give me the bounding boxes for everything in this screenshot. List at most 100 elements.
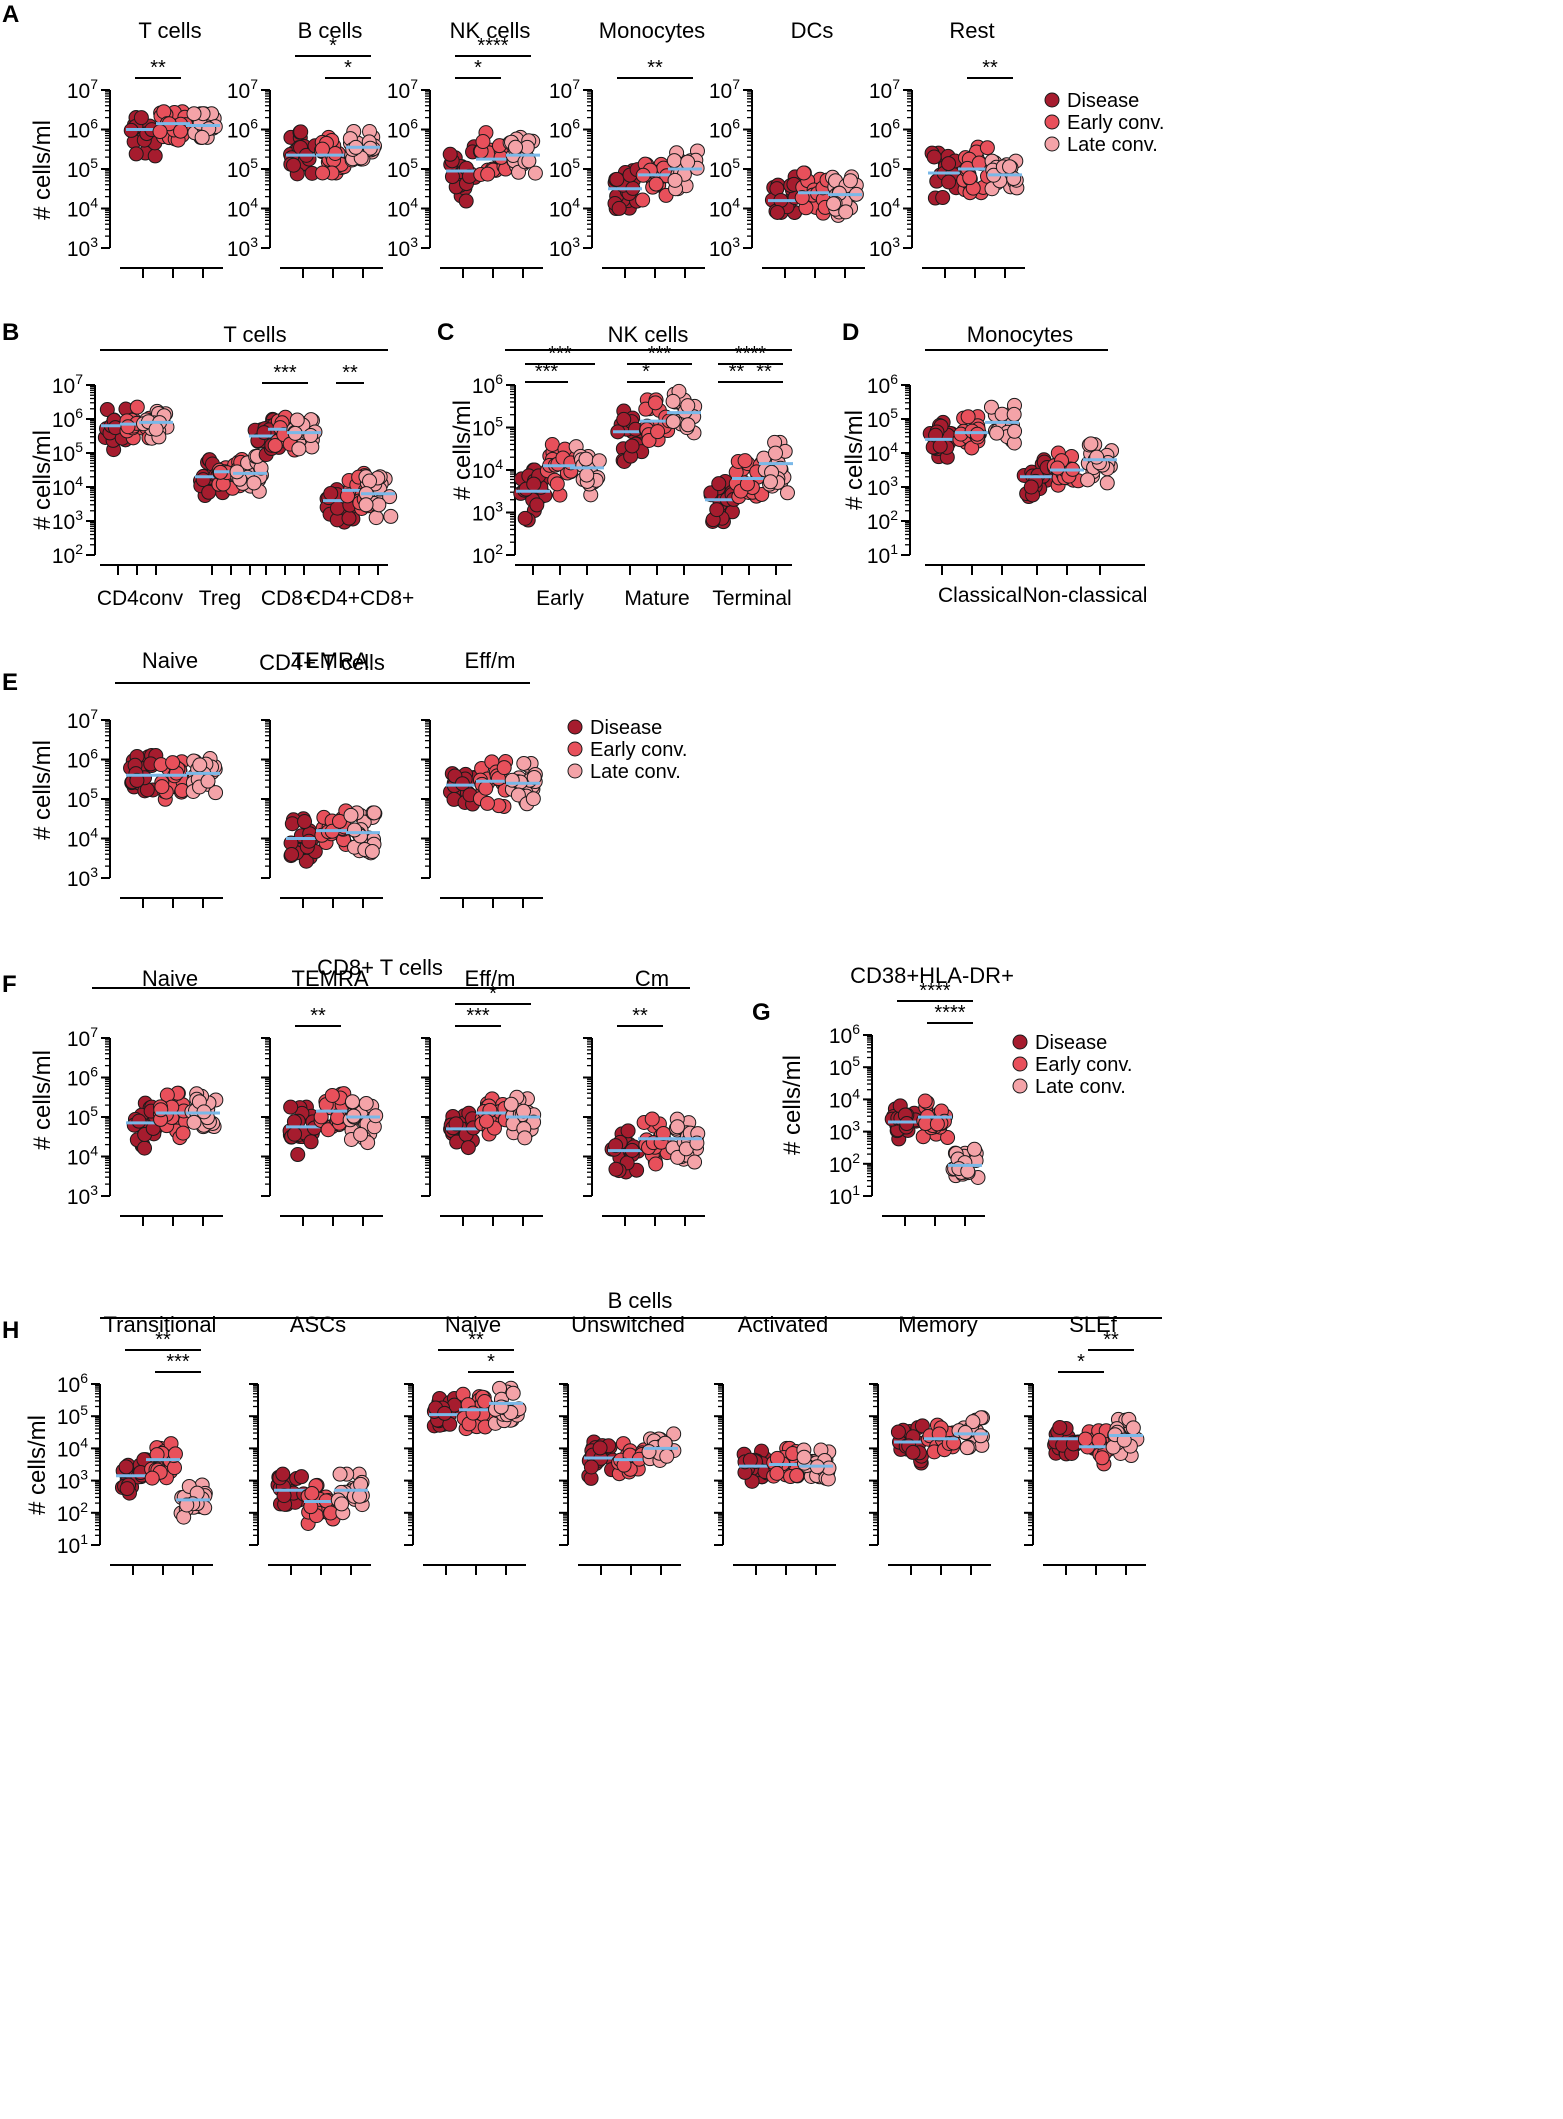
panel-e-2: Eff/m: [421, 648, 543, 908]
panel-d-g2-point: [983, 399, 999, 415]
panel-c-g1-point: [544, 437, 560, 452]
panel-a-0-g0-point: [147, 148, 163, 164]
panel-h-0-g1-point: [149, 1447, 165, 1463]
legend-swatch: [567, 741, 583, 757]
panel-a-4-title: DCs: [791, 18, 834, 43]
legend-label: Disease: [590, 717, 662, 739]
panel-h-1-g2-point: [334, 1496, 350, 1512]
panel-f-0-tick-label: 105: [67, 1103, 98, 1130]
panel-f-1-g2-point: [344, 1094, 360, 1110]
panel-a-4-tick-label: 104: [709, 195, 740, 222]
panel-f-1-sig-label: **: [310, 1005, 326, 1027]
panel-e-0-g2-point: [192, 757, 208, 773]
panel-h-3-title: Unswitched: [571, 1312, 685, 1337]
panel-a-5-sig-label: **: [982, 57, 998, 79]
panel-a-0: 103 104 105 106 107 T cells **: [67, 18, 223, 278]
panel-f-2-sig-label: *: [489, 983, 497, 1005]
panel-h-3-g0-point: [583, 1459, 599, 1475]
panel-a-4-tick-label: 106: [709, 116, 740, 143]
panel-c-sig-label: **: [756, 361, 772, 383]
panel-a-1-sig-label: *: [344, 57, 352, 79]
panel-h-2-sig-label: **: [468, 1329, 484, 1351]
panel-b-g10-point: [340, 488, 356, 504]
panel-g-title: CD38+HLA-DR+: [850, 963, 1014, 988]
panel-a-5-g0-point: [926, 149, 942, 165]
panel-b-g9-point: [323, 485, 339, 501]
panel-c-group-title: NK cells: [608, 322, 689, 347]
panel-h-4-g1-point: [789, 1468, 805, 1484]
panel-h-2-sig-label: *: [487, 1351, 495, 1373]
panel-f-3-g1-point: [644, 1111, 660, 1127]
legend-label: Late conv.: [1067, 134, 1158, 156]
panel-f-0-g1-point: [153, 1102, 169, 1118]
panel-e-0-g2-point: [200, 773, 216, 789]
panel-h-3: Unswitched: [559, 1312, 685, 1575]
panel-a-1-title: B cells: [298, 18, 363, 43]
panel-h-6-g0-point: [1052, 1419, 1068, 1435]
panel-c-sig-label: ****: [735, 343, 766, 365]
panel-f-group: CD8+ T cells: [92, 955, 690, 989]
panel-h-0-tick-label: 104: [57, 1434, 88, 1461]
panel-a-2-tick-label: 104: [387, 195, 418, 222]
panel-a-2-title: NK cells: [450, 18, 531, 43]
panel-a-2-tick-label: 107: [387, 76, 418, 103]
panel-e-1-g0-point: [301, 833, 317, 849]
panel-b-g11-point: [368, 510, 384, 526]
legend-swatch: [1012, 1034, 1028, 1050]
panel-e-2-g2-point: [504, 772, 520, 788]
panel-c-g1-point: [549, 476, 565, 492]
legend-label: Disease: [1035, 1032, 1107, 1054]
panel-e-2-g2-point: [525, 791, 541, 807]
panel-a-2-g0-point: [458, 193, 474, 209]
panel-c-g8-point: [779, 485, 795, 501]
panel-d-category: Non-classical: [1023, 584, 1148, 607]
panel-b-g11-point: [371, 497, 387, 513]
panel-c-g2-point: [579, 467, 595, 483]
panel-h-0-tick-label: 105: [57, 1402, 88, 1429]
panel-a-1-g1-point: [327, 145, 343, 161]
panel-a-0-g2-point: [194, 129, 210, 145]
panel-g-tick-label: 105: [829, 1053, 860, 1080]
panel-h-0-sig-label: ***: [166, 1351, 190, 1373]
y-axis-label: # cells/ml: [29, 430, 56, 530]
panel-h-6-g1-point: [1077, 1431, 1093, 1447]
panel-d-tick-label: 106: [867, 371, 898, 398]
panel-d-tick-label: 103: [867, 473, 898, 500]
panel-a-4-g2-point: [838, 204, 854, 220]
panel-d-g1-point: [960, 409, 976, 425]
panel-g-sig-label: ****: [934, 1002, 965, 1024]
panel-f-1-title: TEMRA: [292, 966, 369, 991]
panel-e-2-g1-point: [478, 780, 494, 796]
panel-b-g5-point: [229, 464, 245, 480]
panel-h-6: SLEf***: [1024, 1312, 1146, 1575]
panel-a-0-tick-label: 104: [67, 195, 98, 222]
panel-b-tick-label: 105: [52, 439, 83, 466]
panel-a-1-g1-point: [315, 165, 331, 181]
panel-e-0-tick-label: 106: [67, 746, 98, 773]
panel-e-0-tick-label: 104: [67, 825, 98, 852]
panel-b-sig-label: ***: [273, 362, 297, 384]
panel-c-g3-point: [624, 438, 640, 454]
panel-f-2-g1-point: [478, 1113, 494, 1129]
panel-a-3-g1-point: [648, 176, 664, 192]
panel-c-g2-point: [578, 451, 594, 467]
panel-letter-A: A: [2, 1, 19, 28]
panel-h-5: Memory: [869, 1312, 991, 1575]
panel-e-1-g2-point: [364, 844, 380, 860]
panel-a-0-tick-label: 106: [67, 116, 98, 143]
panel-a-2-tick-label: 105: [387, 155, 418, 182]
panel-c-sig-label: ***: [548, 343, 572, 365]
panel-b-group-title: T cells: [223, 322, 286, 347]
panel-c-category: Mature: [624, 587, 689, 610]
panel-f-1-g2-point: [358, 1095, 374, 1111]
panel-b-tick-label: 104: [52, 473, 83, 500]
legend-swatch: [1044, 92, 1060, 108]
panel-g-g1-point: [940, 1130, 956, 1146]
panel-d-category: Classical: [938, 584, 1022, 607]
panel-d-g1-point: [969, 426, 985, 442]
panel-f-3-g2-point: [669, 1119, 685, 1135]
panel-b-g8-point: [303, 428, 319, 444]
